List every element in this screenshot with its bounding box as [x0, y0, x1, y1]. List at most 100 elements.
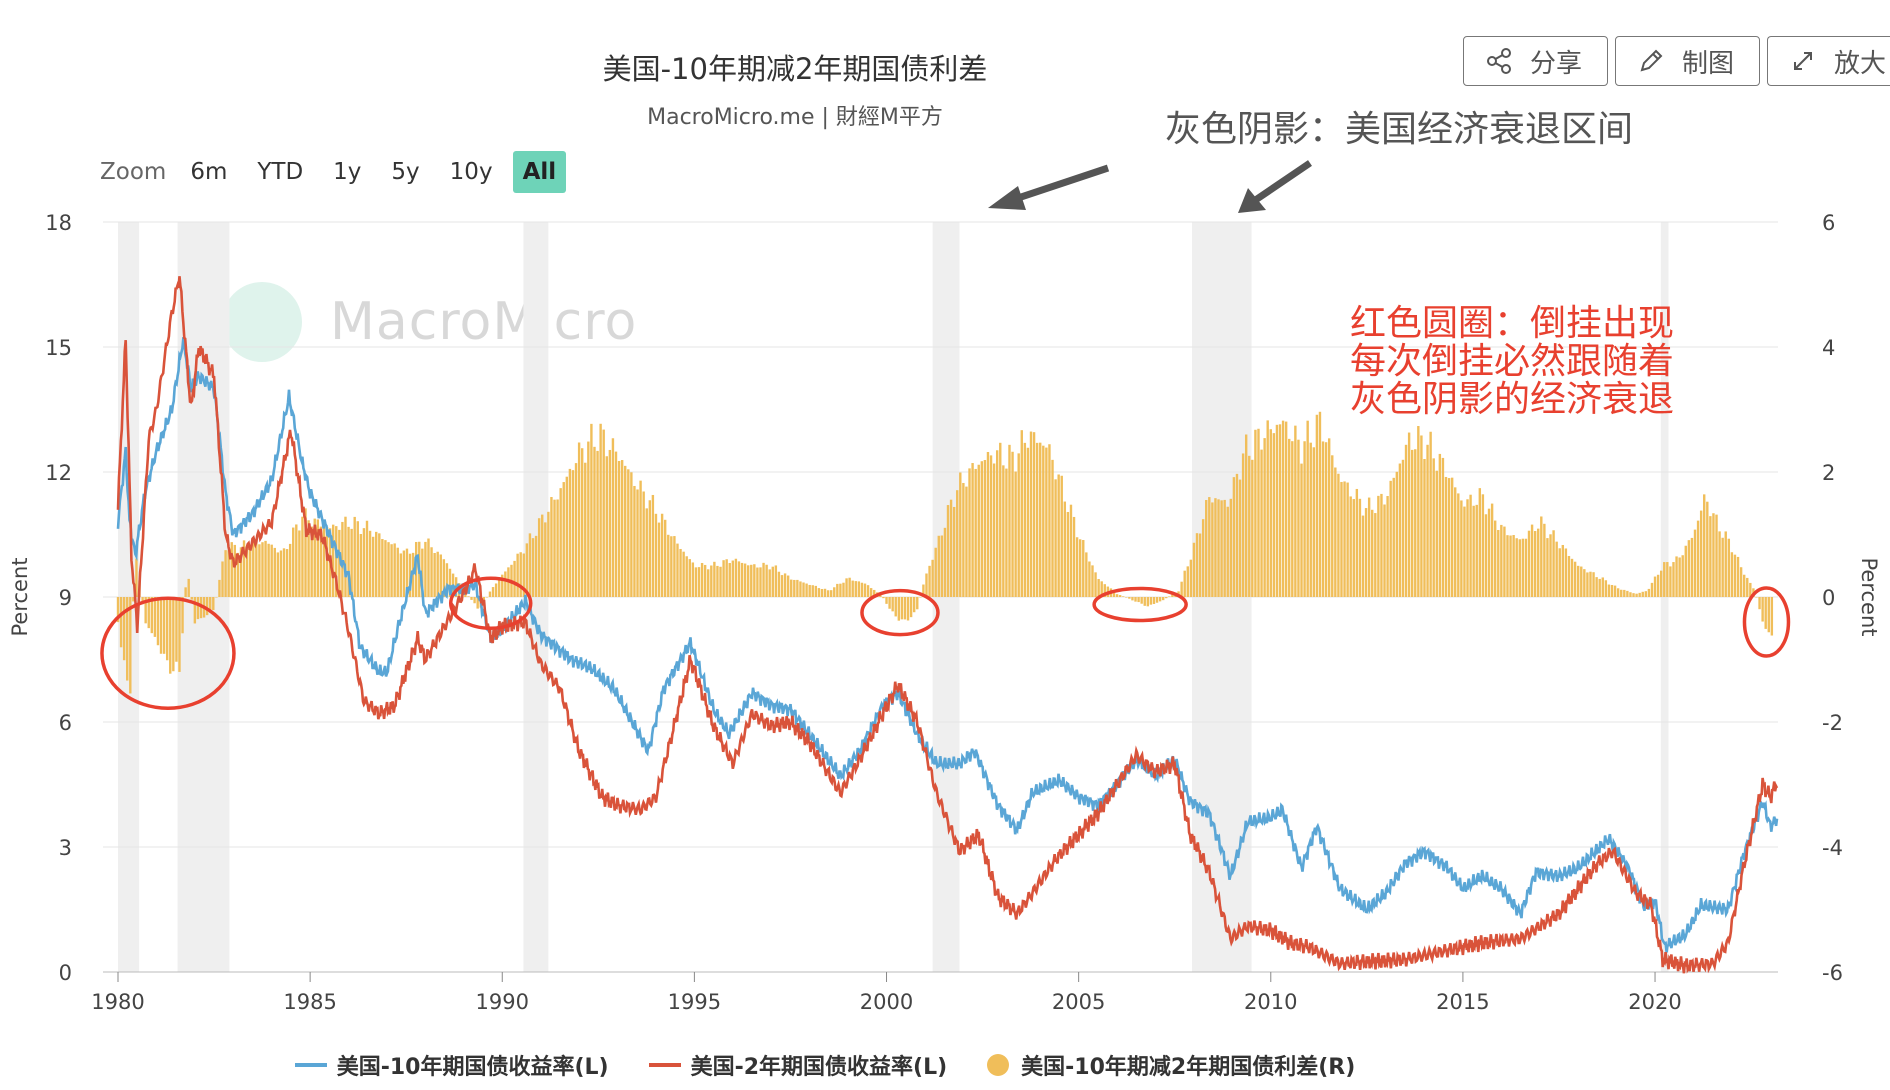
spread-bar [1023, 442, 1027, 597]
spread-bar [599, 423, 602, 597]
spread-bar [1364, 508, 1368, 597]
spread-bar [1263, 438, 1266, 597]
legend-item-spread[interactable]: 美国-10年期减2年期国债利差(R) [987, 1049, 1355, 1081]
legend-item-ten-year[interactable]: 美国-10年期国债收益率(L) [294, 1049, 609, 1081]
spread-bar [1361, 515, 1365, 597]
spread-bar [1647, 588, 1651, 597]
share-button[interactable]: 分享 [1463, 36, 1608, 86]
spread-bar [1085, 552, 1088, 597]
spread-bar [1017, 453, 1020, 597]
spread-bar [971, 463, 974, 597]
spread-bar [1032, 432, 1036, 597]
spread-bar [694, 567, 698, 597]
spread-bar [989, 455, 993, 597]
spread-bar [1417, 426, 1420, 597]
x-tick-label: 1995 [668, 990, 721, 1014]
spread-bar [743, 563, 747, 597]
spread-bar [1669, 566, 1672, 597]
spread-bar [1447, 478, 1451, 597]
spread-bar [888, 597, 891, 609]
legend-label-spread: 美国-10年期减2年期国债利差(R) [1021, 1055, 1356, 1080]
spread-bar [1367, 497, 1371, 597]
zoom-1y-button[interactable]: 1y [333, 159, 362, 185]
spread-bar [605, 456, 608, 597]
spread-bar [162, 597, 166, 654]
spread-bar [642, 491, 645, 597]
spread-bar [1011, 451, 1014, 597]
spread-bar [1045, 447, 1048, 597]
spread-bar [1103, 584, 1106, 597]
spread-bar [1681, 555, 1684, 597]
enlarge-button[interactable]: 放大 [1767, 36, 1890, 86]
spread-bar [1128, 597, 1131, 599]
spread-bar [1678, 557, 1681, 597]
spread-bar [912, 597, 916, 613]
zoom-6m-button[interactable]: 6m [190, 159, 228, 185]
spread-bar [212, 597, 215, 611]
spread-bar [651, 494, 655, 597]
spread-bar [1337, 473, 1340, 597]
spread-bar [310, 526, 313, 597]
spread-bar [541, 514, 544, 597]
spread-bar [485, 597, 489, 598]
spread-bar [820, 589, 824, 597]
spread-bar [1171, 594, 1174, 597]
spread-bar [1118, 595, 1122, 597]
inversion-circle-2 [860, 588, 940, 637]
spread-bar [1469, 494, 1472, 597]
spread-bar [1530, 524, 1534, 597]
right-tick-label: -2 [1822, 711, 1843, 735]
spread-bar [362, 528, 366, 597]
spread-bar [857, 581, 861, 597]
spread-bar [1414, 449, 1417, 597]
zoom-5y-button[interactable]: 5y [391, 159, 420, 185]
spread-bar [1229, 498, 1233, 597]
annotation-arrow-2 [1252, 160, 1312, 204]
spread-bar [1666, 562, 1669, 597]
spread-bar [1125, 597, 1128, 598]
share-icon [1487, 48, 1511, 74]
spread-bar [1543, 523, 1546, 597]
spread-bar [1524, 538, 1528, 597]
spread-bar [1192, 542, 1196, 597]
spread-bar [1244, 434, 1248, 597]
annotation-arrows [988, 160, 1312, 213]
spread-bar [823, 588, 827, 597]
spread-bar [368, 530, 372, 597]
spread-bar [1060, 475, 1063, 597]
legend-item-two-year[interactable]: 美国-2年期国债收益率(L) [648, 1049, 947, 1081]
spread-bar [436, 551, 439, 597]
spread-bar [952, 506, 956, 597]
spread-bar [411, 552, 415, 597]
zoom-all-button[interactable]: All [512, 151, 567, 193]
watermark-text: MacroMicro [330, 292, 638, 352]
spread-bar [762, 562, 765, 597]
zoom-10y-button[interactable]: 10y [449, 159, 493, 185]
spread-bar [1481, 494, 1485, 597]
chart-button[interactable]: 制图 [1615, 36, 1760, 86]
spread-bar [799, 581, 802, 597]
spread-bar [980, 461, 984, 597]
spread-bar [341, 521, 344, 597]
zoom-ytd-button[interactable]: YTD [257, 159, 304, 185]
spread-bar [1057, 474, 1060, 597]
spread-bar [750, 564, 753, 597]
spread-bar [814, 585, 818, 597]
spread-bar [1183, 570, 1186, 597]
spread-bar [1112, 591, 1116, 597]
spread-bar [181, 597, 184, 634]
spread-bar [285, 549, 289, 597]
spread-bar [298, 530, 301, 597]
spread-bar [1549, 534, 1552, 597]
spread-bar [1266, 420, 1269, 597]
spread-bar [934, 547, 937, 597]
spread-bar [1426, 444, 1429, 597]
spread-bar [1727, 538, 1731, 597]
spread-bar [1380, 493, 1383, 597]
spread-bar [402, 550, 406, 597]
spread-bar [1146, 597, 1150, 607]
spread-bar [1503, 526, 1506, 597]
spread-bar [292, 527, 295, 597]
spread-bar [1100, 581, 1103, 597]
spread-bar [196, 597, 200, 620]
